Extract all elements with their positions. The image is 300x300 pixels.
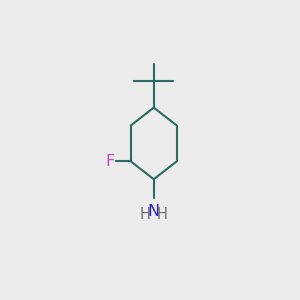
Text: H: H (140, 207, 150, 222)
Text: N: N (148, 204, 160, 219)
Text: H: H (157, 207, 168, 222)
Text: F: F (105, 154, 115, 169)
